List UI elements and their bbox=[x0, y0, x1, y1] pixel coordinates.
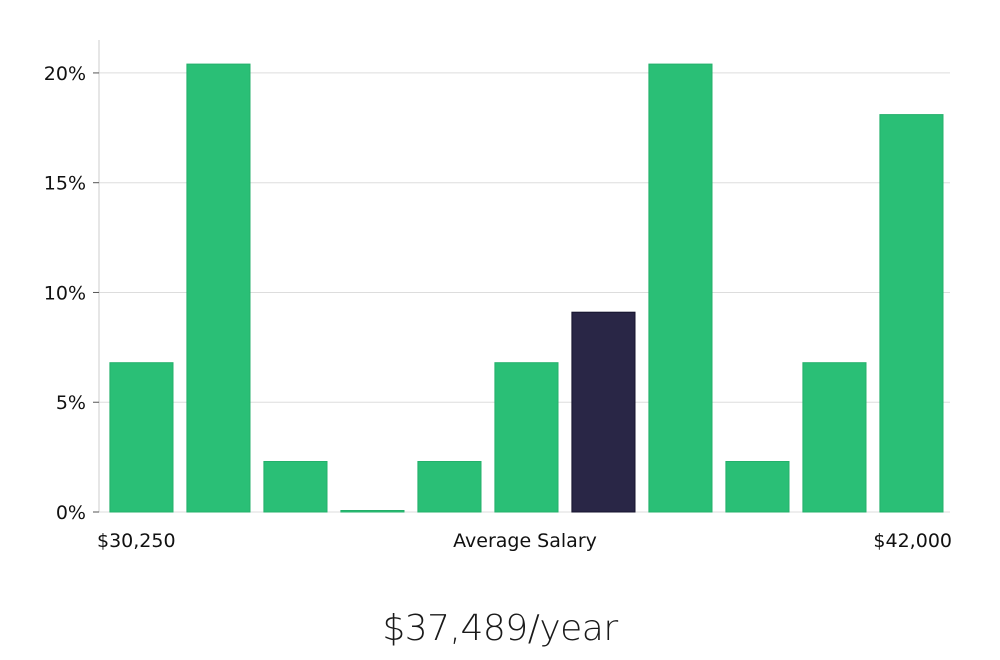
salary-bar bbox=[802, 362, 867, 513]
salary-bar bbox=[263, 461, 328, 513]
y-tick-label: 5% bbox=[56, 392, 86, 414]
average-salary-value: $37,489/year bbox=[382, 608, 618, 649]
y-tick-label: 0% bbox=[56, 502, 86, 524]
y-tick-label: 10% bbox=[44, 282, 86, 304]
salary-bar bbox=[340, 510, 405, 513]
y-tick-label: 15% bbox=[44, 173, 86, 195]
salary-bar bbox=[879, 114, 944, 513]
highlighted-salary-bar bbox=[571, 311, 636, 513]
salary-bar bbox=[648, 63, 713, 513]
salary-histogram: 0% 5% 10% 15% 20% $30,250 Average Salary $42… bbox=[44, 40, 952, 552]
x-max-label: $42,000 bbox=[873, 530, 952, 552]
y-tick-label: 20% bbox=[44, 63, 86, 85]
x-min-label: $30,250 bbox=[97, 530, 176, 552]
x-axis-label: Average Salary bbox=[453, 530, 597, 552]
salary-bar bbox=[725, 461, 790, 513]
salary-bar bbox=[417, 461, 482, 513]
salary-bar bbox=[186, 63, 251, 513]
salary-bar bbox=[494, 362, 559, 513]
bars bbox=[109, 63, 944, 513]
y-tick-labels: 0% 5% 10% 15% 20% bbox=[44, 63, 99, 524]
salary-bar bbox=[109, 362, 174, 513]
